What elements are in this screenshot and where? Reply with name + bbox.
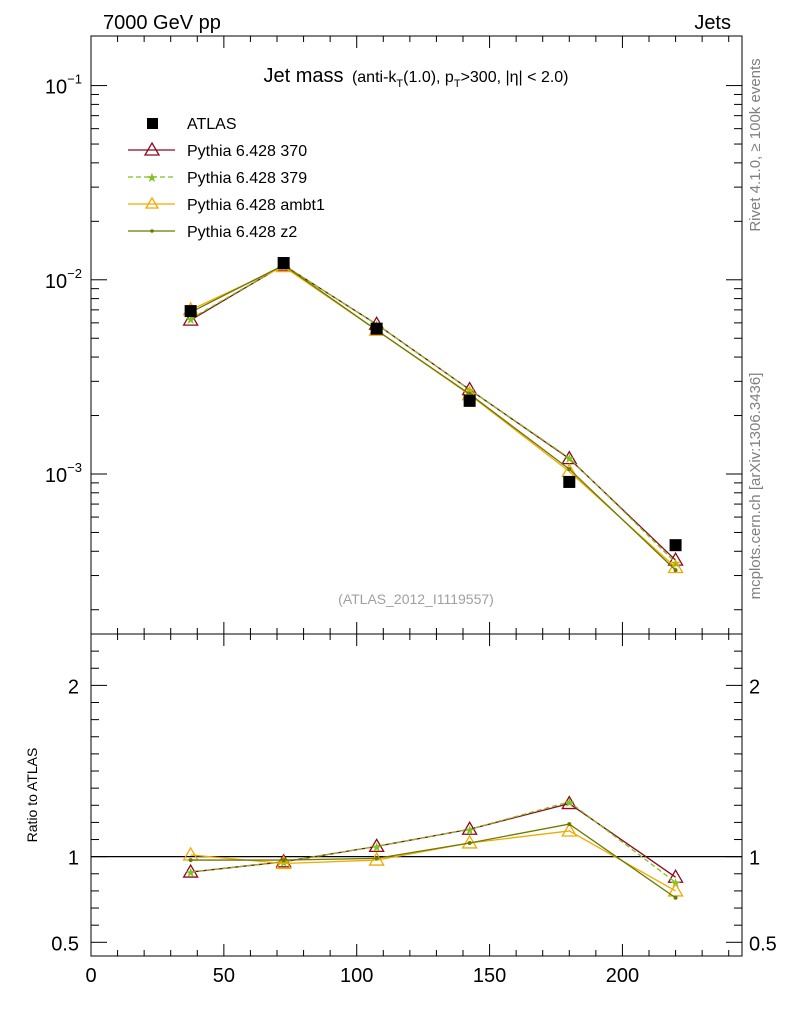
ratio-point-z2-1 (281, 858, 286, 863)
main-point-z2-5 (673, 568, 678, 573)
legend-marker-ambt1 (144, 196, 160, 209)
ratio-line-p370 (190, 802, 676, 878)
legend-entry-atlas: ATLAS (147, 116, 237, 133)
ratio-point-p370-2 (368, 838, 385, 853)
ratio-y-tick-label-left-2: 2 (68, 676, 79, 698)
legend-label-z2: Pythia 6.428 z2 (187, 224, 297, 241)
ratio-point-p370-5 (667, 868, 684, 883)
ratio-point-p370-4 (561, 795, 578, 810)
ratio-point-z2-2 (374, 856, 379, 861)
legend-marker-p370 (143, 141, 161, 156)
ratio-y-tick-label-left-1: 1 (68, 848, 79, 870)
main-point-atlas-0 (184, 305, 197, 318)
ratio-y-tick-label-right-2: 2 (749, 676, 760, 698)
tick-labels: 0 50 100 150 200 10−1 10−2 10−3 0.5 0.5 1 1 2 2 (45, 72, 777, 987)
y-tick-label-main-0: 10−1 (45, 72, 82, 99)
ratio-point-ambt1-4 (561, 822, 578, 837)
legend-entry-p370: Pythia 6.428 370 (128, 141, 307, 160)
x-tick-label-100: 100 (340, 965, 373, 987)
ratio-point-p379-3: ★ (464, 822, 476, 837)
ratio-panel-frame (90, 633, 743, 957)
mcplots-label: mcplots.cern.ch [arXiv:1306.3436] (747, 373, 764, 600)
axis-ticks (90, 36, 742, 956)
main-point-atlas-4 (563, 475, 576, 488)
main-point-p379-3: ★ (464, 383, 476, 398)
ratio-point-ambt1-1 (275, 855, 292, 870)
main-line-ambt1 (190, 265, 677, 568)
x-tick-label-0: 0 (85, 965, 96, 987)
ratio-y-tick-label-right-0: 0.5 (749, 933, 777, 955)
x-tick-label-200: 200 (606, 965, 639, 987)
ratio-point-p379-2: ★ (371, 839, 383, 854)
energy-label: 7000 GeV pp (103, 12, 221, 34)
rivet-label: Rivet 4.1.0, ≥ 100k events (747, 58, 764, 231)
main-point-atlas-5 (669, 539, 682, 552)
main-point-p370-0 (182, 311, 199, 326)
legend-label-atlas: ATLAS (187, 116, 237, 133)
ratio-point-z2-4 (567, 822, 572, 827)
ratio-y-tick-label-right-1: 1 (749, 848, 760, 870)
legend-label-p370: Pythia 6.428 370 (187, 143, 307, 160)
legend-entry-p379: ★ Pythia 6.428 379 (128, 170, 307, 187)
ratio-point-z2-5 (673, 895, 678, 900)
ratio-point-p379-0: ★ (185, 865, 197, 880)
plot-title: Jet mass (anti-kT(1.0), pT>300, |η| < 2.… (263, 65, 568, 90)
main-line-p370 (190, 264, 677, 561)
ratio-y-tick-label-left-0: 0.5 (51, 933, 79, 955)
legend-entry-ambt1: Pythia 6.428 ambt1 (128, 196, 325, 214)
y-tick-label-main-1: 10−2 (45, 266, 82, 293)
main-point-p379-4: ★ (563, 451, 575, 466)
main-line-p379 (190, 264, 677, 563)
main-point-z2-4 (567, 467, 572, 472)
ratio-point-p379-1: ★ (278, 855, 290, 870)
ratio-point-p370-3 (461, 820, 478, 835)
legend-label-ambt1: Pythia 6.428 ambt1 (187, 197, 325, 214)
category-label: Jets (694, 12, 731, 34)
legend-label-p379: Pythia 6.428 379 (187, 170, 307, 187)
legend-entry-z2: Pythia 6.428 z2 (128, 224, 297, 241)
ratio-line-z2 (190, 823, 676, 899)
legend: ATLAS Pythia 6.428 370 ★ Pythia 6.428 37… (128, 116, 325, 241)
x-tick-label-50: 50 (213, 965, 235, 987)
ratio-point-z2-0 (188, 858, 193, 863)
legend-marker-p379: ★ (146, 170, 158, 185)
ratio-y-axis-label: Ratio to ATLAS (24, 748, 40, 843)
main-line-z2 (190, 264, 677, 571)
main-point-atlas-3 (463, 394, 476, 407)
main-point-atlas-1 (277, 257, 290, 270)
legend-marker-atlas (147, 118, 158, 129)
y-tick-label-main-2: 10−3 (45, 460, 82, 487)
ratio-point-z2-3 (467, 840, 472, 845)
ratio-point-p379-4: ★ (563, 795, 575, 810)
series-layer: ★★★★★★★★★★★★ (91, 256, 742, 900)
legend-marker-z2 (150, 229, 154, 233)
analysis-id-label: (ATLAS_2012_I1119557) (338, 591, 494, 607)
main-point-p379-5: ★ (670, 556, 682, 571)
ratio-line-p379 (190, 801, 676, 883)
main-point-atlas-2 (370, 322, 383, 335)
main-point-p379-0: ★ (185, 312, 197, 327)
ratio-line-ambt1 (190, 830, 676, 892)
x-tick-label-150: 150 (473, 965, 506, 987)
